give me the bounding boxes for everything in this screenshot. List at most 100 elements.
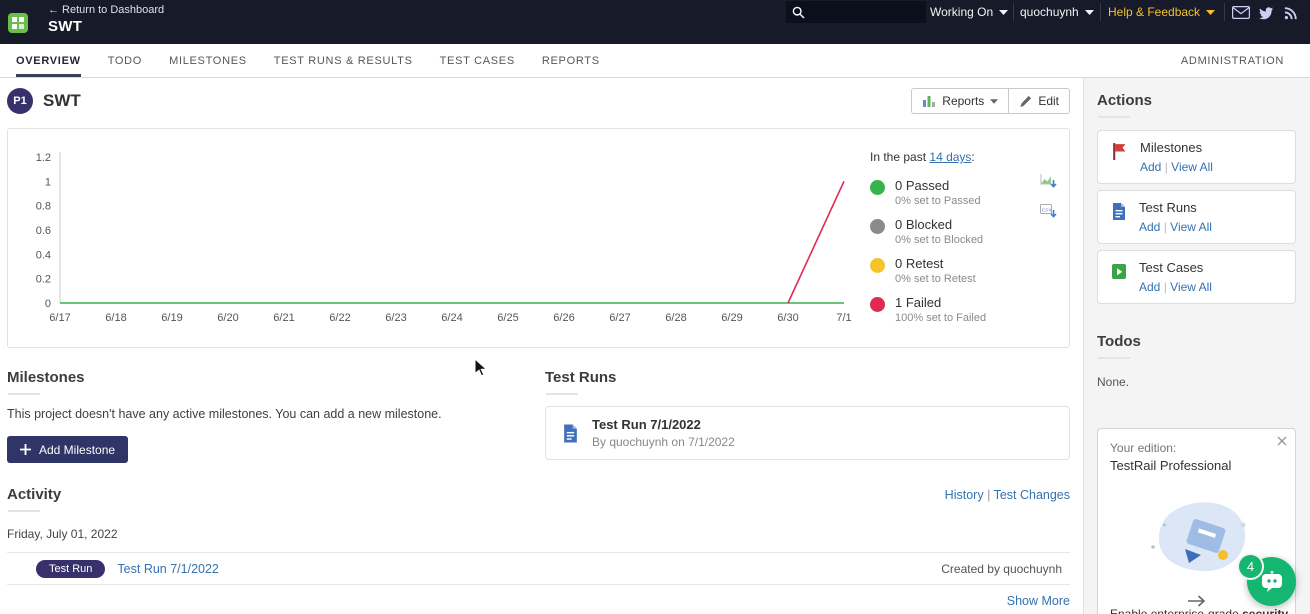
test-results-chart: 0 0.2 0.4 0.6 0.8 1 1.2 6/17 6/18 6/19 6/20 6/21 6/2…: [36, 152, 852, 324]
history-link[interactable]: History: [944, 488, 984, 502]
add-test-case-link[interactable]: Add: [1139, 280, 1161, 294]
test-run-title-link[interactable]: Test Run 7/1/2022: [592, 417, 701, 432]
help-feedback-menu[interactable]: Help & Feedback: [1108, 0, 1216, 24]
svg-text:6/23: 6/23: [385, 312, 406, 324]
add-milestone-label: Add Milestone: [39, 442, 116, 457]
activity-type-badge: Test Run: [36, 559, 106, 578]
administration-link[interactable]: ADMINISTRATION: [1180, 54, 1284, 67]
legend-detail: 0% set to Blocked: [895, 234, 984, 246]
legend-item-blocked: 0 Blocked 0% set to Blocked: [870, 217, 1069, 246]
test-changes-link[interactable]: Test Changes: [993, 488, 1070, 502]
svg-text:6/20: 6/20: [217, 312, 238, 324]
activity-title: Activity: [7, 486, 61, 512]
legend-label: 0 Retest: [895, 256, 944, 271]
tab-reports[interactable]: REPORTS: [541, 54, 600, 67]
search-box[interactable]: [786, 1, 926, 23]
chat-unread-badge[interactable]: 4: [1237, 553, 1264, 580]
show-more-link[interactable]: Show More: [1006, 594, 1070, 608]
working-on-menu[interactable]: Working On: [930, 0, 1009, 24]
add-milestone-button[interactable]: Add Milestone: [7, 436, 129, 463]
reports-button[interactable]: Reports: [911, 88, 1010, 114]
milestones-section: Milestones This project doesn't have any…: [7, 369, 539, 463]
action-card-title: Test Runs: [1139, 200, 1197, 215]
plus-icon: [20, 444, 31, 455]
activity-entry-link[interactable]: Test Run 7/1/2022: [117, 561, 219, 576]
testrail-logo-icon[interactable]: [8, 13, 28, 33]
view-all-test-cases-link[interactable]: View All: [1170, 280, 1212, 294]
add-test-run-link[interactable]: Add: [1139, 220, 1161, 234]
svg-text:6/30: 6/30: [777, 312, 798, 324]
chevron-down-icon: [999, 9, 1009, 15]
edit-button-label: Edit: [1038, 94, 1059, 108]
svg-text:6/28: 6/28: [665, 312, 686, 324]
test-run-card[interactable]: Test Run 7/1/2022 By quochuynh on 7/1/20…: [545, 406, 1070, 460]
chevron-down-icon: [1206, 9, 1216, 15]
activity-created-by: Created by quochuynh: [941, 561, 1062, 576]
navbar: OVERVIEW TODO MILESTONES TEST RUNS & RES…: [0, 44, 1310, 78]
chevron-down-icon: [1084, 9, 1094, 15]
legend-item-retest: 0 Retest 0% set to Retest: [870, 256, 1069, 285]
return-to-dashboard-link[interactable]: ← Return to Dashboard: [48, 4, 165, 16]
svg-text:0.4: 0.4: [36, 249, 51, 261]
svg-text:1: 1: [45, 176, 51, 188]
test-runs-title: Test Runs: [545, 369, 616, 395]
svg-text:0.8: 0.8: [36, 201, 51, 213]
svg-text:0: 0: [45, 298, 51, 310]
test-runs-section: Test Runs Test Run 7/1/2022 By quochuynh…: [545, 369, 1070, 463]
todos-empty-text: None.: [1097, 375, 1130, 389]
legend-label: 0 Passed: [895, 178, 950, 193]
rss-icon[interactable]: [1284, 7, 1297, 20]
sidebar: Actions Milestones Add | View All: [1083, 78, 1310, 614]
tab-test-runs-results[interactable]: TEST RUNS & RESULTS: [273, 54, 413, 67]
reports-button-label: Reports: [942, 94, 985, 108]
chevron-down-icon: [990, 98, 999, 104]
svg-text:6/21: 6/21: [273, 312, 294, 324]
milestones-empty-text: This project doesn't have any active mil…: [7, 407, 442, 421]
arrow-right-icon[interactable]: [1110, 595, 1283, 607]
user-menu[interactable]: quochuynh: [1020, 0, 1094, 24]
summary-intro-prefix: In the past: [870, 150, 927, 164]
view-all-test-runs-link[interactable]: View All: [1170, 220, 1212, 234]
legend-item-passed: 0 Passed 0% set to Passed: [870, 178, 1069, 207]
milestone-icon: [1110, 142, 1129, 174]
svg-text:6/25: 6/25: [497, 312, 518, 324]
blocked-dot-icon: [870, 219, 885, 234]
pencil-icon: [1019, 95, 1032, 108]
svg-text:0.6: 0.6: [36, 225, 51, 237]
topbar: ← Return to Dashboard SWT Working On quo…: [0, 0, 1310, 44]
topbar-divider: [1100, 3, 1101, 21]
action-card-test-runs: Test Runs Add | View All: [1097, 190, 1296, 244]
tab-todo[interactable]: TODO: [107, 54, 143, 67]
project-badge: P1: [7, 88, 33, 114]
milestones-title: Milestones: [7, 369, 85, 395]
edit-button[interactable]: Edit: [1009, 88, 1070, 114]
search-input[interactable]: [810, 5, 920, 19]
bar-chart-icon: [922, 94, 936, 108]
svg-text:6/18: 6/18: [105, 312, 126, 324]
passed-dot-icon: [870, 180, 885, 195]
edition-name: TestRail Professional: [1110, 458, 1232, 473]
tab-overview[interactable]: OVERVIEW: [16, 44, 81, 77]
username-label: quochuynh: [1020, 5, 1079, 19]
chart-legend: In the past 14 days: 0 Passed 0% set to …: [870, 129, 1069, 347]
days-link[interactable]: 14 days: [929, 150, 972, 164]
twitter-icon[interactable]: [1258, 6, 1274, 20]
legend-detail: 0% set to Passed: [895, 195, 981, 207]
edition-illustration: [1110, 495, 1283, 587]
close-icon[interactable]: [1277, 436, 1287, 446]
action-card-title: Test Cases: [1139, 260, 1204, 275]
tab-milestones[interactable]: MILESTONES: [169, 54, 247, 67]
view-all-milestones-link[interactable]: View All: [1171, 160, 1213, 174]
export-chart-button[interactable]: [1040, 173, 1057, 195]
summary-intro-suffix: :: [971, 150, 975, 164]
add-milestone-link[interactable]: Add: [1140, 160, 1162, 174]
export-csv-button[interactable]: csv: [1040, 203, 1057, 225]
mail-icon[interactable]: [1232, 6, 1250, 19]
edition-label: Your edition:: [1110, 441, 1177, 455]
legend-label: 0 Blocked: [895, 217, 953, 232]
tab-test-cases[interactable]: TEST CASES: [439, 54, 515, 67]
svg-text:csv: csv: [1042, 207, 1053, 213]
topbar-divider: [1013, 3, 1014, 21]
retest-dot-icon: [870, 258, 885, 273]
